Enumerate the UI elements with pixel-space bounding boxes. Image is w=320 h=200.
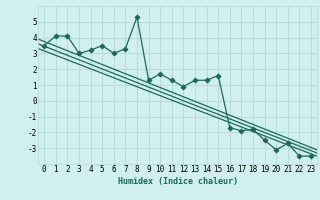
Point [308, 155, 314, 158]
Point [158, 72, 163, 76]
X-axis label: Humidex (Indice chaleur): Humidex (Indice chaleur) [118, 177, 238, 186]
Point [204, 79, 209, 82]
Point [285, 142, 290, 145]
Point [227, 126, 232, 129]
Point [262, 139, 267, 142]
Point [181, 85, 186, 88]
Point [216, 74, 221, 77]
Point [111, 52, 116, 55]
Point [53, 34, 58, 38]
Point [42, 44, 47, 47]
Point [192, 79, 197, 82]
Point [239, 129, 244, 132]
Point [76, 52, 82, 55]
Point [123, 47, 128, 50]
Point [88, 49, 93, 52]
Point [134, 15, 140, 19]
Point [65, 34, 70, 38]
Point [297, 155, 302, 158]
Point [274, 148, 279, 151]
Point [146, 79, 151, 82]
Point [169, 79, 174, 82]
Point [100, 44, 105, 47]
Point [251, 128, 256, 131]
